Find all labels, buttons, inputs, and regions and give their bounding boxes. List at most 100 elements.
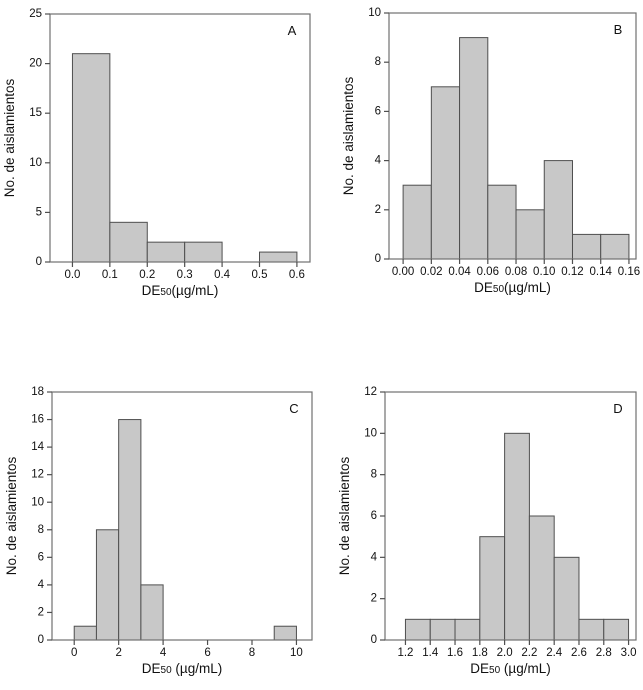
x-axis-label: DE50(µg/mL) [474, 280, 551, 296]
x-tick-label: 4 [160, 647, 167, 659]
histogram-bar [146, 241, 186, 263]
y-axis-label: No. de aislamientos [341, 76, 356, 195]
y-tick-label: 15 [29, 107, 42, 119]
y-tick-label: 4 [375, 155, 382, 167]
x-tick-label: 0.3 [177, 269, 193, 281]
x-tick-label: 0.12 [561, 266, 583, 278]
x-tick-label: 0.04 [448, 266, 471, 278]
y-tick-label: 25 [29, 8, 42, 20]
histogram-bar [184, 241, 223, 263]
x-tick-label: 0.0 [64, 269, 80, 281]
x-axis-label: DE50 (µg/mL) [142, 661, 222, 677]
histogram-bar [479, 536, 506, 641]
plot-frame [388, 12, 637, 260]
panel-d: 1.2 1.4 1.6 1.8 2.0 2.2 2.4 2.6 2.8 3.0 0 2 4 6 8 10 12 D… [321, 345, 643, 690]
x-tick-label: 2.6 [571, 647, 587, 659]
x-axis-label: DE50 (µg/mL) [470, 661, 550, 677]
y-tick-label: 2 [38, 606, 44, 618]
histogram-bar [109, 221, 148, 263]
y-axis-label: No. de aislamientos [2, 78, 17, 197]
x-tick-label: 0.2 [139, 269, 155, 281]
plot-frame [51, 391, 313, 641]
histogram-bar [504, 432, 530, 641]
y-axis-label: No. de aislamientos [4, 456, 19, 575]
y-axis-label: No. de aislamientos [337, 456, 352, 575]
histogram-bar [603, 618, 630, 641]
panel-letter: C [289, 401, 298, 416]
x-tick-label: 1.6 [447, 647, 463, 659]
y-tick-label: 10 [31, 496, 44, 508]
histogram-bar [429, 618, 456, 641]
x-tick-label: 2.4 [546, 647, 563, 659]
x-tick-label: 0 [71, 647, 77, 659]
y-tick-label: 4 [38, 579, 45, 591]
x-tick-label: 0.02 [420, 266, 442, 278]
x-tick-label: 2.0 [497, 647, 513, 659]
y-tick-label: 12 [364, 386, 377, 398]
histogram-panel-c: 0 2 4 6 8 10 0 2 4 6 8 10 12 14 16 18 C No. de aislamient… [4, 386, 313, 677]
y-tick-label: 12 [31, 469, 44, 481]
y-tick-label: 10 [364, 427, 377, 439]
histogram-bar [487, 184, 517, 260]
x-tick-label: 8 [249, 647, 255, 659]
y-tick-label: 10 [368, 7, 381, 19]
y-tick-label: 20 [29, 58, 42, 70]
histogram-bar [71, 53, 111, 263]
x-tick-label: 0.14 [590, 266, 613, 278]
y-tick-label: 6 [375, 105, 381, 117]
histogram-bar [571, 233, 602, 260]
x-tick-label: 2.8 [596, 647, 612, 659]
x-tick-label: 1.2 [397, 647, 413, 659]
y-tick-label: 10 [29, 157, 42, 169]
histogram-bar [459, 37, 489, 260]
y-tick-label: 8 [375, 56, 381, 68]
y-tick-label: 8 [38, 524, 44, 536]
y-tick-label: 0 [36, 256, 42, 268]
y-tick-label: 6 [38, 551, 44, 563]
y-tick-label: 6 [371, 510, 377, 522]
x-tick-label: 10 [290, 647, 303, 659]
y-tick-label: 0 [375, 253, 381, 265]
histogram-bar [600, 233, 630, 260]
x-tick-label: 0.5 [251, 269, 267, 281]
x-tick-label: 0.00 [392, 266, 414, 278]
histogram-bar [454, 618, 481, 641]
y-tick-label: 14 [31, 441, 44, 453]
y-tick-label: 0 [38, 634, 44, 646]
plot-frame [49, 13, 311, 263]
x-tick-label: 2.2 [521, 647, 537, 659]
panel-a: 0.0 0.1 0.2 0.3 0.4 0.5 0.6 0 5 10 15 20 25 A No. de a… [0, 0, 321, 345]
histogram-bar [553, 556, 580, 641]
panel-b: 0.00 0.02 0.04 0.06 0.08 0.10 0.12 0.14 0.16 0 2 4 6… [321, 0, 643, 345]
y-tick-label: 2 [375, 204, 381, 216]
histogram-bar [543, 160, 573, 260]
x-tick-label: 6 [204, 647, 210, 659]
x-tick-label: 1.8 [472, 647, 488, 659]
histogram-bar [273, 625, 297, 641]
y-tick-label: 18 [31, 386, 44, 398]
y-tick-label: 5 [36, 206, 42, 218]
histogram-bar [140, 584, 164, 641]
histogram-bar [402, 184, 432, 260]
histogram-bar [118, 419, 142, 641]
x-tick-label: 2 [115, 647, 121, 659]
x-tick-label: 3.0 [621, 647, 637, 659]
x-tick-label: 0.06 [477, 266, 499, 278]
x-tick-label: 0.6 [289, 269, 305, 281]
panel-letter: D [613, 401, 622, 416]
histogram-bar [259, 251, 298, 263]
panel-c: 0 2 4 6 8 10 0 2 4 6 8 10 12 14 16 18 C No. de aislamient… [0, 345, 321, 690]
panel-letter: B [614, 22, 623, 37]
histogram-bar [430, 86, 461, 260]
panel-letter: A [288, 23, 297, 38]
histogram-bar [578, 618, 605, 641]
histogram-bar [528, 515, 555, 641]
histogram-bar [73, 625, 97, 641]
x-tick-label: 0.08 [505, 266, 527, 278]
y-tick-label: 16 [31, 414, 44, 426]
x-tick-label: 0.16 [618, 266, 640, 278]
x-tick-label: 0.10 [533, 266, 555, 278]
y-tick-label: 0 [371, 634, 377, 646]
x-tick-label: 0.1 [102, 269, 118, 281]
